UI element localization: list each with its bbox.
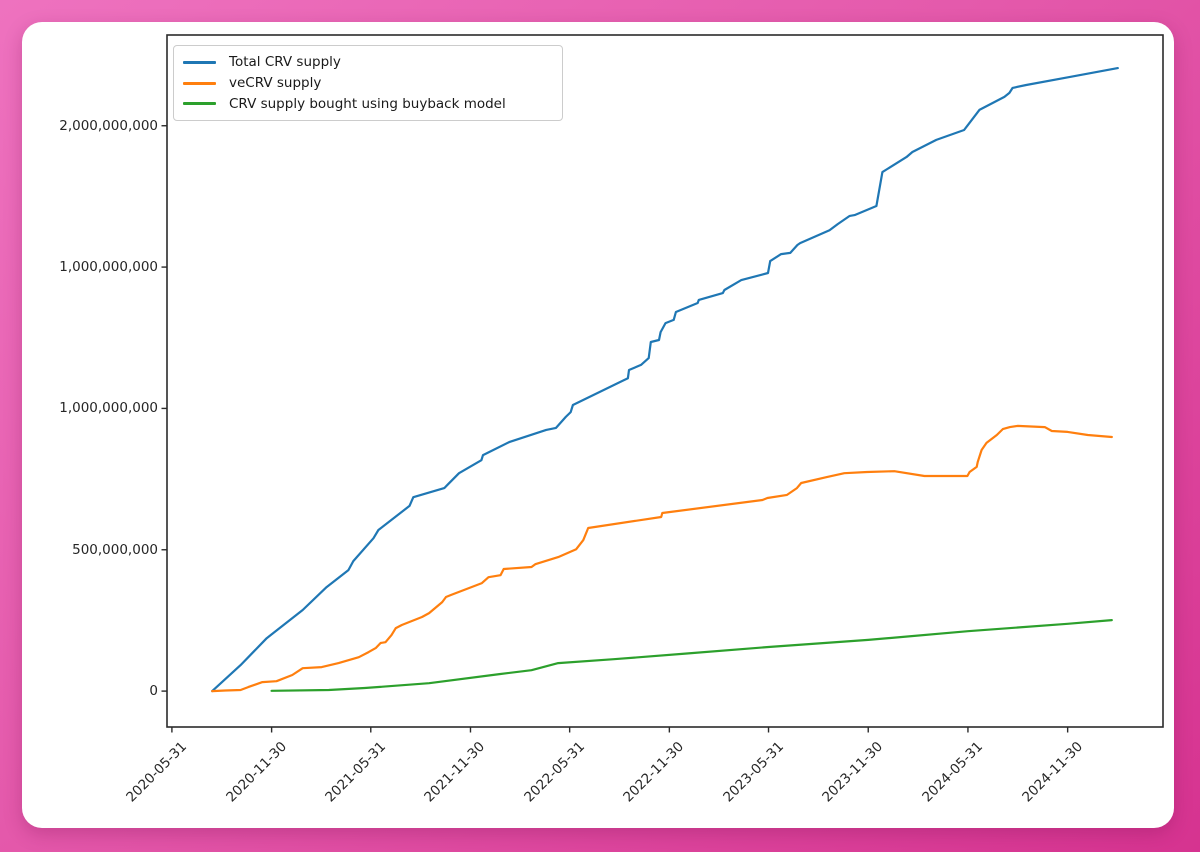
legend-label: CRV supply bought using buyback model (229, 95, 506, 112)
legend: Total CRV supply veCRV supply CRV supply… (173, 45, 563, 121)
legend-label: Total CRV supply (229, 54, 341, 71)
y-tick-label: 1,000,000,000 (59, 259, 158, 276)
legend-item-total-crv-supply: Total CRV supply (183, 52, 552, 73)
y-tick-label: 0 (149, 683, 158, 700)
legend-line-sample-green (183, 102, 216, 106)
y-tick-label: 2,000,000,000 (59, 117, 158, 134)
y-tick-label: 500,000,000 (72, 541, 158, 558)
legend-item-buyback-supply: CRV supply bought using buyback model (183, 93, 552, 114)
legend-line-sample-orange (183, 81, 216, 85)
plot-canvas (161, 34, 1164, 733)
legend-label: veCRV supply (229, 75, 322, 91)
legend-item-vecrv-supply: veCRV supply (183, 73, 552, 94)
y-tick-label: 1,000,000,000 (59, 400, 158, 417)
chart-card: 0 500,000,000 1,000,000,000 1,000,000,000 2,… (22, 22, 1174, 828)
legend-line-sample-blue (183, 60, 216, 64)
